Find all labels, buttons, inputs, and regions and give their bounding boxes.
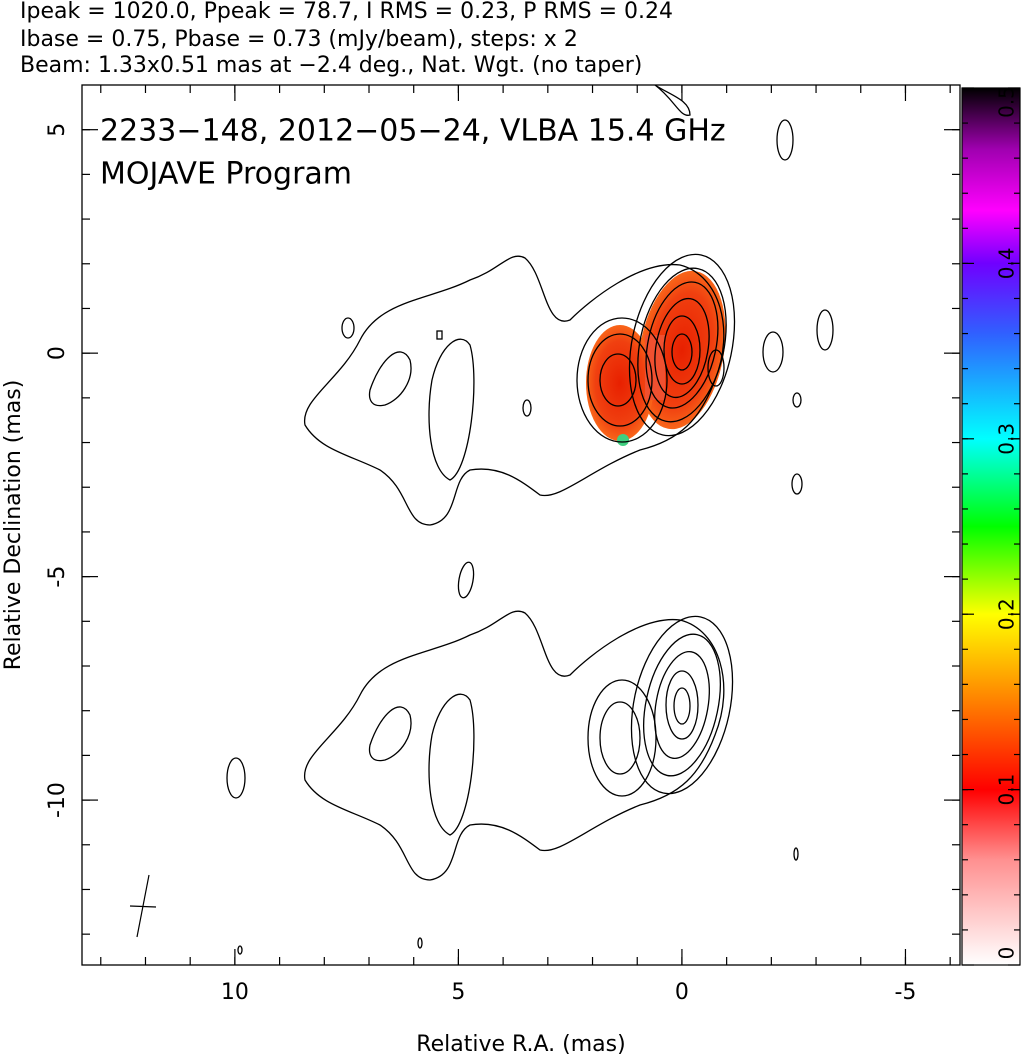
x-tick-label: -5 bbox=[894, 980, 916, 1005]
y-tick-label: -5 bbox=[45, 566, 70, 588]
header-line: Ipeak = 1020.0, Ppeak = 78.7, I RMS = 0.… bbox=[20, 0, 673, 24]
x-tick-label: 5 bbox=[451, 980, 465, 1005]
colorbar-tick-label: 0.5 bbox=[995, 86, 1019, 118]
header-line: Beam: 1.33x0.51 mas at −2.4 deg., Nat. W… bbox=[20, 53, 642, 78]
plot-frame bbox=[81, 84, 961, 966]
contours bbox=[226, 84, 834, 955]
colorbar-tick-label: 0.2 bbox=[995, 598, 1019, 630]
annotation: MOJAVE Program bbox=[100, 157, 352, 192]
colorbar-tick-label: 0.1 bbox=[995, 774, 1019, 806]
colorbar-tick-label: 0 bbox=[995, 947, 1019, 960]
header-line: Ibase = 0.75, Pbase = 0.73 (mJy/beam), s… bbox=[20, 27, 578, 52]
y-axis-label: Relative Declination (mas) bbox=[1, 380, 26, 671]
x-axis-label: Relative R.A. (mas) bbox=[416, 1032, 625, 1057]
annotation: 2233−148, 2012−05−24, VLBA 15.4 GHz bbox=[100, 114, 726, 149]
y-tick-label: -10 bbox=[45, 782, 70, 818]
y-tick-label: 5 bbox=[45, 123, 70, 137]
y-tick-label: 0 bbox=[45, 346, 70, 360]
beam bbox=[129, 874, 157, 938]
colorbar-tick-label: 0.3 bbox=[995, 423, 1019, 455]
x-tick-label: 0 bbox=[675, 980, 689, 1005]
x-tick-label: 10 bbox=[221, 980, 249, 1005]
colorbar bbox=[961, 87, 1021, 966]
colorbar-tick-label: 0.4 bbox=[995, 247, 1019, 279]
